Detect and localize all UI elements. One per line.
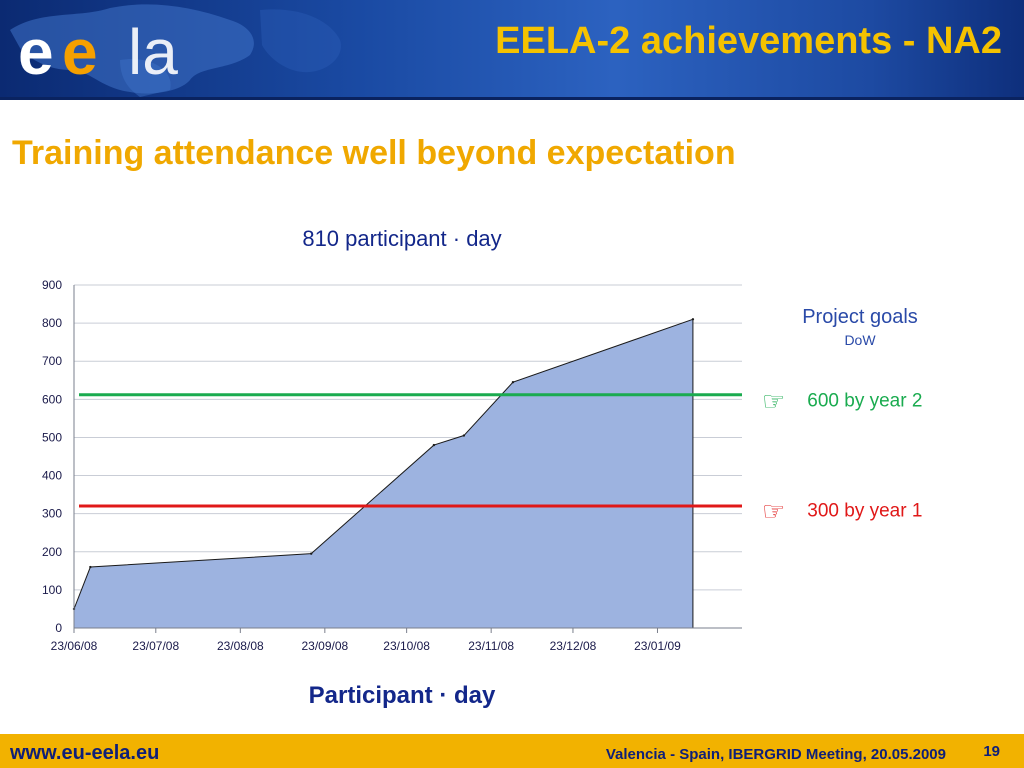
y-tick-label: 600: [42, 392, 62, 406]
y-tick-label: 500: [42, 430, 62, 444]
world-map-decoration: [10, 4, 341, 97]
slide-subtitle: Training attendance well beyond expectat…: [12, 134, 736, 172]
goal-year-2: ☞ 600 by year 2: [762, 386, 922, 417]
y-tick-label: 900: [42, 278, 62, 292]
slide-header: e e la EELA-2 achievements - NA2: [0, 0, 1024, 97]
data-point: [432, 443, 436, 447]
project-goals-title: Project goals: [802, 306, 918, 328]
series-area: [73, 318, 694, 629]
data-point: [310, 552, 313, 555]
slide-title: EELA-2 achievements - NA2: [495, 20, 1002, 62]
y-tick-label: 800: [42, 316, 62, 330]
goal-year-2-label: 600 by year 2: [807, 390, 923, 412]
svg-text:la: la: [128, 18, 178, 84]
y-tick-label: 200: [42, 545, 62, 559]
footer-url[interactable]: www.eu-eela.eu: [10, 742, 160, 764]
chart-x-axis-label: Participant · day: [308, 682, 496, 709]
pointing-hand-icon: ☞: [762, 386, 786, 416]
data-point: [511, 380, 515, 384]
x-tick-label: 23/12/08: [550, 639, 597, 653]
data-point: [691, 318, 695, 321]
x-tick-label: 23/07/08: [132, 639, 179, 653]
project-goals-subtitle: DoW: [844, 332, 876, 348]
x-tick-label: 23/01/09: [634, 639, 681, 653]
y-tick-label: 300: [42, 507, 62, 521]
eela-logo: e e la: [18, 18, 178, 84]
data-point: [462, 434, 466, 437]
goal-year-1: ☞ 300 by year 1: [762, 496, 922, 527]
pointing-hand-icon: ☞: [762, 496, 786, 526]
data-point: [89, 565, 92, 569]
attendance-area-chart: 0 100 200 300 400 500 600 700 800 900 23/06/08 23/0…: [42, 278, 742, 653]
y-tick-label: 400: [42, 469, 62, 483]
footer-event: Valencia - Spain, IBERGRID Meeting, 20.0…: [605, 746, 946, 763]
y-tick-label: 100: [42, 583, 62, 597]
x-tick-label: 23/08/08: [217, 639, 264, 653]
header-rule: [0, 97, 1024, 100]
x-tick-label: 23/11/08: [468, 639, 514, 653]
slide-footer: www.eu-eela.eu Valencia - Spain, IBERGRI…: [0, 734, 1024, 768]
x-tick-label: 23/10/08: [383, 639, 430, 653]
goal-year-1-label: 300 by year 1: [807, 500, 923, 522]
x-tick-label: 23/06/08: [51, 639, 98, 653]
page-number: 19: [983, 743, 1000, 760]
svg-text:e: e: [18, 18, 54, 84]
chart-title: 810 participant · day: [302, 226, 502, 251]
x-tick-label: 23/09/08: [301, 639, 348, 653]
svg-text:e: e: [62, 18, 98, 84]
y-tick-label: 700: [42, 354, 62, 368]
y-tick-label: 0: [55, 621, 62, 635]
